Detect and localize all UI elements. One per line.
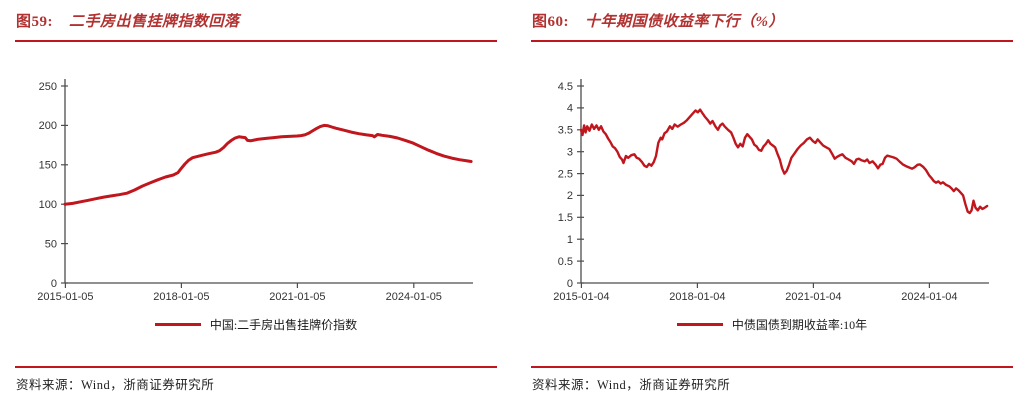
figure-59-panel: 图59: 二手房出售挂牌指数回落 0 50 100 150 200 250 2015-01-0… [15,0,497,403]
svg-text:2015-01-05: 2015-01-05 [37,291,93,303]
svg-text:3.5: 3.5 [558,125,573,137]
figure-60-title-text: 十年期国债收益率下行（%） [585,14,784,30]
figure-60-title-rule [531,40,1013,42]
figure-59-source-text: 资料来源：Wind，浙商证券研究所 [16,378,215,392]
fig59-line-chart: 0 50 100 150 200 250 2015-01-05 2018-01-05 2021-… [37,79,473,303]
figure-60-label: 图60: [532,14,569,30]
figure-59-source-rule [15,366,497,368]
svg-text:2018-01-04: 2018-01-04 [669,291,725,303]
svg-text:2024-01-04: 2024-01-04 [901,291,957,303]
fig60-line-chart: 0 0.5 1 1.5 2 2.5 3 3.5 4 4.5 2015-01-04 2018-01-04… [553,79,989,303]
figure-60-panel: 图60: 十年期国债收益率下行（%） 0 0.5 1 1.5 2 2.5 3 3.5 4 4.5 20… [531,0,1013,403]
figure-60-legend: 中债国债到期收益率:10年 [531,316,1013,333]
svg-text:2.5: 2.5 [558,168,573,180]
svg-text:150: 150 [39,160,57,172]
figure-59-title: 图59: 二手房出售挂牌指数回落 [16,10,240,31]
figure-59-label: 图59: [16,14,53,30]
svg-text:2018-01-05: 2018-01-05 [153,291,209,303]
svg-text:2021-01-04: 2021-01-04 [785,291,841,303]
figure-59-title-rule [15,40,497,42]
svg-text:4: 4 [567,103,573,115]
svg-text:1.5: 1.5 [558,212,573,224]
figure-60-title: 图60: 十年期国债收益率下行（%） [532,10,784,31]
figure-60-source-rule [531,366,1013,368]
legend-line-swatch [676,323,723,326]
legend-label: 中国:二手房出售挂牌价指数 [209,318,358,332]
figure-59-legend: 中国:二手房出售挂牌价指数 [15,316,497,333]
svg-text:100: 100 [39,199,57,211]
svg-text:1: 1 [567,234,573,246]
svg-text:2024-01-05: 2024-01-05 [386,291,442,303]
svg-text:50: 50 [45,238,57,250]
svg-text:0: 0 [51,278,57,290]
svg-text:2021-01-05: 2021-01-05 [269,291,325,303]
svg-text:250: 250 [39,81,57,93]
legend-label: 中债国债到期收益率:10年 [731,318,868,332]
svg-text:2015-01-04: 2015-01-04 [553,291,609,303]
legend-line-swatch [154,323,201,326]
svg-text:0.5: 0.5 [558,256,573,268]
figure-59-title-text: 二手房出售挂牌指数回落 [69,14,240,30]
svg-text:0: 0 [567,278,573,290]
svg-text:3: 3 [567,147,573,159]
svg-text:2: 2 [567,190,573,202]
svg-text:200: 200 [39,120,57,132]
svg-text:4.5: 4.5 [558,81,573,93]
figure-60-source-text: 资料来源：Wind，浙商证券研究所 [532,378,731,392]
